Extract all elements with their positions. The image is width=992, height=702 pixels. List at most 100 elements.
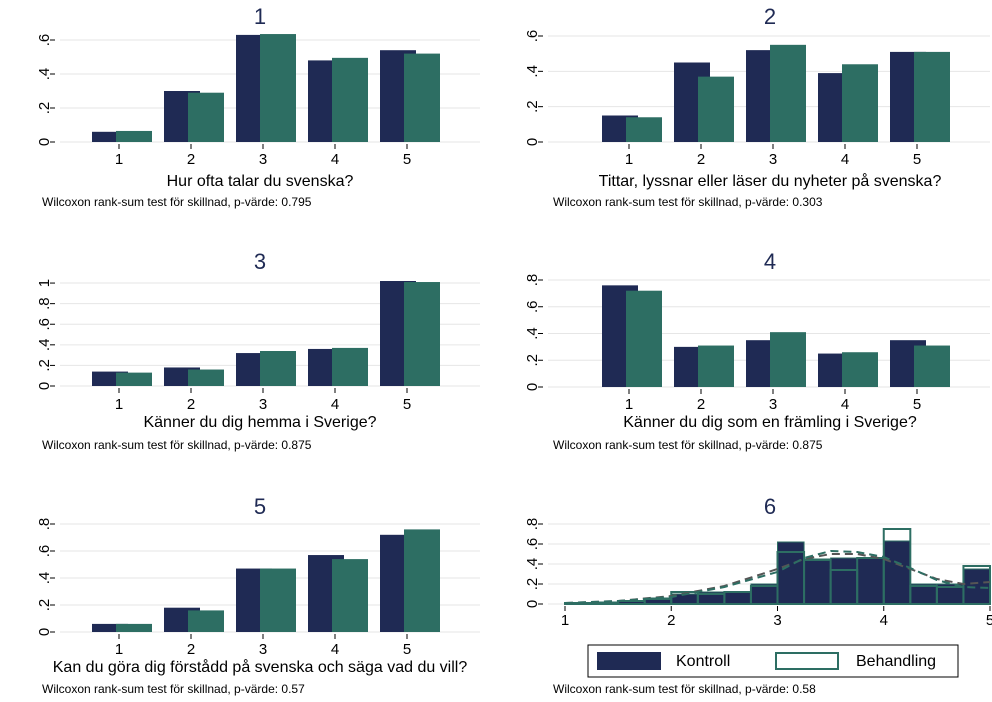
y-tick-label: .2 bbox=[524, 578, 541, 591]
y-tick-label: 0 bbox=[524, 138, 541, 146]
x-tick-label: 1 bbox=[625, 151, 633, 168]
y-tick-label: 0 bbox=[36, 382, 53, 390]
y-tick-label: 0 bbox=[524, 600, 541, 608]
x-tick-label: 3 bbox=[259, 641, 267, 658]
x-tick-label: 2 bbox=[667, 612, 675, 629]
y-tick-label: .8 bbox=[36, 518, 53, 531]
x-tick-label: 5 bbox=[913, 151, 921, 168]
y-tick-label: .2 bbox=[36, 359, 53, 372]
y-tick-label: .6 bbox=[36, 34, 53, 47]
bar bbox=[116, 623, 152, 632]
bar bbox=[626, 290, 662, 387]
note: Wilcoxon rank-sum test för skillnad, p-v… bbox=[553, 195, 823, 209]
bar bbox=[188, 369, 224, 386]
histogram-bar bbox=[882, 528, 912, 605]
legend-swatch bbox=[775, 652, 839, 670]
bar bbox=[260, 351, 296, 386]
note: Wilcoxon rank-sum test för skillnad, p-v… bbox=[42, 195, 312, 209]
bar bbox=[332, 559, 368, 632]
bar bbox=[92, 131, 128, 142]
legend-label: Kontroll bbox=[676, 653, 730, 670]
y-tick-label: .2 bbox=[36, 599, 53, 612]
bar bbox=[404, 53, 440, 142]
bar bbox=[116, 372, 152, 386]
chart-title: 5 bbox=[254, 494, 266, 519]
x-axis-label: Känner du dig hemma i Sverige? bbox=[143, 414, 376, 431]
bar bbox=[332, 57, 368, 142]
bar bbox=[842, 352, 878, 387]
bar bbox=[842, 64, 878, 142]
x-tick-label: 1 bbox=[625, 396, 633, 413]
legend-swatch bbox=[597, 652, 661, 670]
chart-title: 2 bbox=[764, 4, 776, 29]
x-tick-label: 4 bbox=[880, 612, 888, 629]
y-tick-label: .6 bbox=[36, 545, 53, 558]
x-axis-label: Tittar, lyssnar eller läser du nyheter p… bbox=[599, 172, 942, 190]
x-tick-label: 3 bbox=[773, 612, 781, 629]
y-tick-label: .8 bbox=[36, 297, 53, 310]
x-tick-label: 5 bbox=[403, 151, 411, 168]
legend-label: Behandling bbox=[856, 653, 936, 670]
x-tick-label: 5 bbox=[986, 612, 992, 629]
y-tick-label: .2 bbox=[36, 102, 53, 115]
x-axis-label: Hur ofta talar du svenska? bbox=[167, 173, 354, 190]
bar bbox=[92, 623, 128, 632]
x-tick-label: 4 bbox=[841, 396, 849, 413]
x-tick-label: 3 bbox=[769, 396, 777, 413]
bar bbox=[116, 130, 152, 142]
y-tick-label: .6 bbox=[524, 300, 541, 313]
x-tick-label: 4 bbox=[331, 151, 339, 168]
bar bbox=[404, 529, 440, 632]
y-tick-label: 0 bbox=[36, 628, 53, 636]
x-tick-label: 2 bbox=[187, 396, 195, 413]
y-tick-label: 1 bbox=[36, 279, 53, 287]
bar bbox=[260, 568, 296, 632]
chart-title: 1 bbox=[254, 4, 266, 29]
x-tick-label: 1 bbox=[561, 612, 569, 629]
bar bbox=[698, 345, 734, 387]
x-tick-label: 1 bbox=[115, 641, 123, 658]
y-tick-label: .6 bbox=[524, 538, 541, 551]
y-tick-label: .4 bbox=[36, 572, 53, 585]
note: Wilcoxon rank-sum test för skillnad, p-v… bbox=[42, 682, 305, 696]
bar bbox=[188, 92, 224, 142]
x-tick-label: 4 bbox=[841, 151, 849, 168]
histogram-bar bbox=[803, 558, 832, 605]
y-tick-label: .4 bbox=[36, 339, 53, 352]
x-tick-label: 3 bbox=[769, 151, 777, 168]
histogram-bar bbox=[883, 540, 911, 605]
x-tick-label: 5 bbox=[403, 641, 411, 658]
y-tick-label: 0 bbox=[524, 383, 541, 391]
note: Wilcoxon rank-sum test för skillnad, p-v… bbox=[553, 682, 816, 696]
y-tick-label: .4 bbox=[524, 327, 541, 340]
bar bbox=[698, 76, 734, 142]
x-axis-label: Känner du dig som en främling i Sverige? bbox=[623, 414, 917, 431]
note: Wilcoxon rank-sum test för skillnad, p-v… bbox=[553, 438, 823, 452]
bar bbox=[914, 51, 950, 142]
y-tick-label: .2 bbox=[524, 100, 541, 113]
note: Wilcoxon rank-sum test för skillnad, p-v… bbox=[42, 438, 312, 452]
x-tick-label: 5 bbox=[913, 396, 921, 413]
x-tick-label: 4 bbox=[331, 641, 339, 658]
x-tick-label: 2 bbox=[697, 396, 705, 413]
y-tick-label: .8 bbox=[524, 518, 541, 531]
bar bbox=[914, 345, 950, 387]
bar bbox=[188, 610, 224, 632]
chart-title: 6 bbox=[764, 494, 776, 519]
y-tick-label: 0 bbox=[36, 138, 53, 146]
bar bbox=[260, 34, 296, 142]
histogram-bar bbox=[590, 602, 620, 605]
y-tick-label: .4 bbox=[524, 65, 541, 78]
bar bbox=[770, 44, 806, 143]
histogram-bar bbox=[856, 557, 885, 605]
chart-title: 4 bbox=[764, 249, 776, 274]
x-tick-label: 3 bbox=[259, 396, 267, 413]
bar bbox=[332, 347, 368, 386]
histogram-bar bbox=[830, 557, 858, 605]
bar bbox=[404, 282, 440, 386]
x-tick-label: 1 bbox=[115, 396, 123, 413]
y-tick-label: .6 bbox=[36, 318, 53, 331]
chart-title: 3 bbox=[254, 249, 266, 274]
x-tick-label: 3 bbox=[259, 151, 267, 168]
